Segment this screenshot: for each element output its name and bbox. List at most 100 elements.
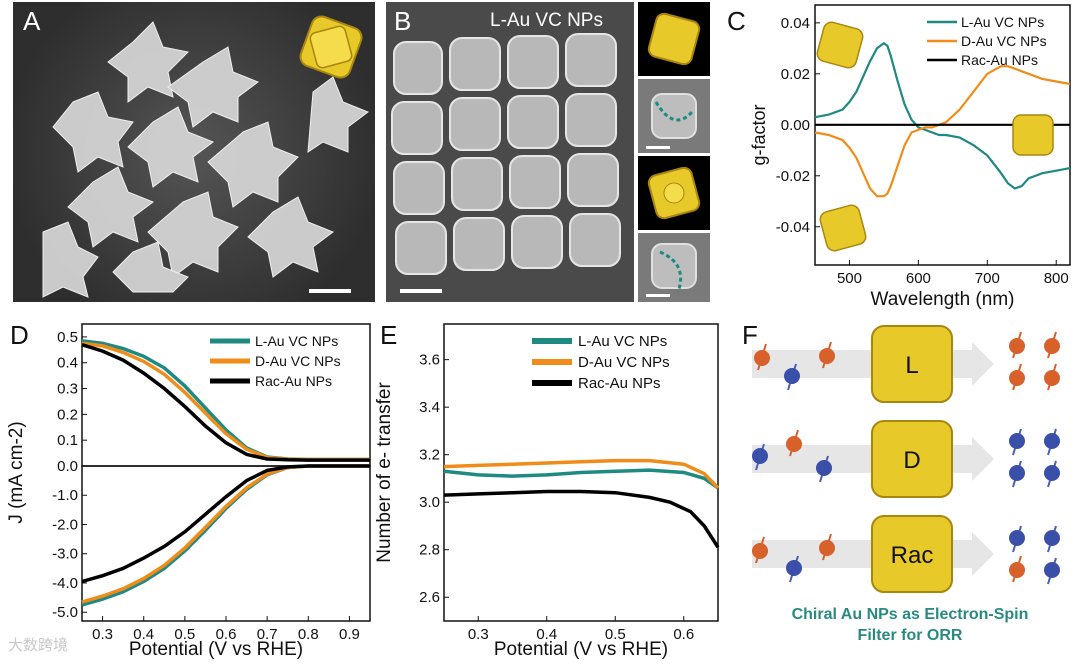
particle-label: Rac	[891, 542, 934, 569]
legend-label: Rac-Au NPs	[578, 375, 661, 392]
x-tick-label: 0.9	[339, 626, 360, 643]
y-tick-label: 2.6	[419, 589, 440, 606]
x-tick-label: 0.5	[174, 626, 195, 643]
series-line	[443, 468, 719, 490]
electron-spin-icon	[786, 555, 802, 583]
caption-line-1: Chiral Au NPs as Electron-Spin	[791, 606, 1029, 623]
y-tick-label: 0.0	[57, 458, 78, 475]
particle-body	[816, 21, 864, 69]
electron-spin-icon	[784, 363, 800, 391]
y-tick-label: -0.02	[776, 168, 810, 185]
x-tick-label: 0.4	[536, 626, 557, 643]
panel-b-sem-image: B L-Au VC NPs	[386, 2, 634, 302]
particle-body	[871, 420, 953, 498]
x-tick-label: 800	[1044, 270, 1069, 287]
electron-ball	[1009, 562, 1025, 578]
watermark-text: 大数跨境	[8, 637, 69, 654]
particle-body	[819, 204, 867, 252]
y-axis-label: J (mA cm-2)	[6, 421, 27, 523]
arrow-head	[972, 342, 994, 386]
chiral-particle-rac: Rac	[871, 515, 953, 593]
panel-a-sem-image: A	[13, 2, 375, 302]
electron-ball	[1044, 465, 1060, 481]
series-line	[443, 489, 720, 549]
x-tick-label: 500	[837, 270, 862, 287]
y-tick-label: -5.0	[52, 604, 78, 621]
y-axis-label: Number of e- transfer	[374, 382, 395, 563]
l-model-icon	[647, 12, 701, 66]
panel-b-title: L-Au VC NPs	[490, 10, 603, 31]
electron-ball	[786, 560, 802, 576]
panel-f-caption: Chiral Au NPs as Electron-Spin Filter fo…	[745, 604, 1075, 646]
legend-label: D-Au VC NPs	[255, 353, 341, 369]
legend-label: D-Au VC NPs	[961, 33, 1047, 49]
particle-label: L	[905, 352, 918, 379]
series-line	[443, 458, 720, 490]
x-axis-label: Potential (V vs RHE)	[129, 639, 303, 660]
x-tick-label: 0.8	[298, 626, 319, 643]
y-tick-label: 3.0	[419, 494, 440, 511]
series-line-bottom	[81, 464, 370, 607]
x-axis-label: Potential (V vs RHE)	[494, 639, 668, 660]
electron-spin-icon	[1009, 555, 1025, 583]
panel-d-chart: D 0.3 0.4 0.5 0.6 0.7 0.8 0.9 0.5 0.4 0.3 0.2 0.1 0.…	[0, 316, 372, 663]
y-tick-label: 0.5	[57, 329, 78, 346]
x-tick-label: 0.7	[257, 626, 278, 643]
electron-ball	[752, 448, 768, 464]
electron-ball	[754, 350, 770, 366]
electron-ball	[786, 436, 802, 452]
electron-ball	[1009, 465, 1025, 481]
y-tick-label: 0.02	[781, 66, 810, 83]
panel-b-insets	[638, 2, 710, 302]
electron-ball	[1044, 562, 1060, 578]
electron-spin-icon	[1009, 428, 1025, 456]
electron-ball	[752, 543, 768, 559]
electron-ball	[1009, 433, 1025, 449]
particle-body	[1012, 114, 1054, 156]
gold-particle-icon	[819, 204, 867, 252]
chiral-particle-d: D	[871, 420, 953, 498]
panel-label-e: E	[380, 320, 398, 350]
particle-body	[871, 515, 953, 593]
legend-label: D-Au VC NPs	[578, 354, 670, 371]
x-tick-label: 600	[906, 270, 931, 287]
legend-label: L-Au VC NPs	[578, 333, 667, 350]
y-tick-label: -3.0	[52, 546, 78, 563]
electron-ball	[1044, 370, 1060, 386]
x-tick-label: 0.3	[92, 626, 113, 643]
electron-ball	[1044, 433, 1060, 449]
x-tick-label: 0.3	[468, 626, 489, 643]
y-tick-label: 3.6	[419, 352, 440, 369]
electron-ball	[819, 348, 835, 364]
series-line-top	[81, 343, 370, 462]
y-tick-label: 3.4	[419, 399, 440, 416]
electron-spin-icon	[752, 536, 768, 564]
panel-label-b: B	[394, 6, 412, 36]
nanoparticle-cluster-image	[42, 15, 370, 298]
electron-spin-icon	[1044, 363, 1060, 391]
panel-label-f: F	[742, 320, 758, 350]
electron-spin-icon	[1044, 460, 1060, 488]
y-tick-label: -2.0	[52, 516, 78, 533]
electron-spin-icon	[1044, 331, 1060, 359]
electron-spin-icon	[1044, 557, 1060, 585]
panel-f-schematic: F L D Rac	[732, 316, 1080, 606]
gold-particle-icon	[1012, 114, 1054, 156]
panel-label-c: C	[727, 6, 746, 36]
y-tick-label: -0.04	[776, 219, 810, 236]
legend-label: Rac-Au NPs	[255, 373, 332, 389]
arrow-head	[972, 437, 994, 481]
x-tick-label: 0.6	[673, 626, 694, 643]
y-tick-label: 0.04	[781, 15, 810, 32]
panel-label-d: D	[10, 320, 29, 350]
electron-spin-icon	[1044, 525, 1060, 553]
d-model-icon	[647, 166, 701, 220]
x-tick-label: 700	[975, 270, 1000, 287]
y-tick-label: 0.1	[57, 432, 78, 449]
y-tick-label: 2.8	[419, 542, 440, 559]
y-tick-label: 3.2	[419, 447, 440, 464]
ordered-nanoparticle-array	[391, 33, 621, 293]
electron-ball	[1009, 530, 1025, 546]
y-tick-label: 0.4	[57, 355, 78, 372]
electron-spin-icon	[816, 455, 832, 483]
